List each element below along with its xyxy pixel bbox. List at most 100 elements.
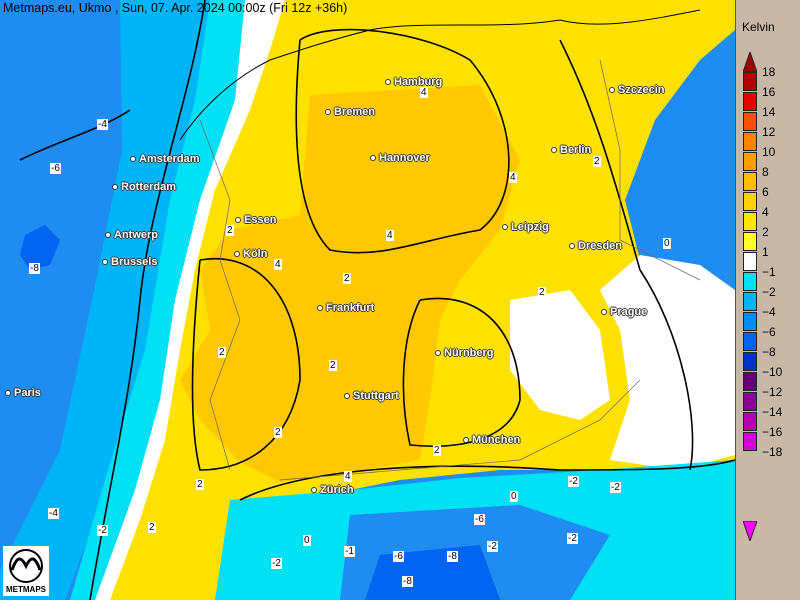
city-dot-icon [609, 87, 615, 94]
city-label: Dresden [569, 240, 622, 252]
city-dot-icon [344, 393, 350, 400]
city-label: Paris [5, 387, 41, 399]
legend-color-box [743, 292, 757, 311]
svg-text:METMAPS: METMAPS [6, 585, 47, 594]
contour-value-label: -8 [402, 576, 413, 587]
contour-value-label: -8 [447, 551, 458, 562]
contour-value-label: -8 [29, 263, 40, 274]
contour-value-label: 2 [538, 287, 546, 298]
city-label: Szczecin [609, 84, 664, 96]
city-dot-icon [311, 487, 317, 494]
legend-tick-label: 12 [762, 125, 776, 139]
city-name: Antwerp [114, 229, 158, 241]
region-blue-light [0, 0, 235, 600]
city-dot-icon [317, 305, 323, 312]
legend-tick-label: 14 [762, 105, 776, 119]
legend-color-box [743, 132, 757, 151]
contour-line [239, 459, 735, 501]
contour-value-label: 4 [344, 471, 352, 482]
legend-color-box [743, 272, 757, 291]
contour-value-label: 4 [386, 230, 394, 241]
city-dot-icon [569, 243, 575, 250]
legend-tick-label: 10 [762, 145, 776, 159]
city-name: Nürnberg [444, 347, 494, 359]
city-name: Prague [610, 306, 648, 318]
borders [199, 59, 701, 481]
contour-line [295, 28, 510, 254]
city-label: Bremen [325, 106, 375, 118]
city-dot-icon [463, 437, 469, 444]
legend-color-box [743, 332, 757, 351]
city-name: Brussels [111, 256, 158, 268]
city-label: Brussels [102, 256, 157, 268]
city-label: Hamburg [385, 76, 442, 88]
city-name: Leipzig [511, 221, 549, 233]
contour-value-label: 2 [148, 522, 156, 533]
contour-value-label: 4 [274, 259, 282, 270]
city-name: Stuttgart [353, 390, 399, 402]
city-name: Essen [244, 214, 277, 226]
contour-value-label: 2 [218, 347, 226, 358]
legend-color-box [743, 352, 757, 371]
contour-value-label: -6 [50, 163, 61, 174]
contour-value-label: -1 [344, 546, 355, 557]
legend-tick-label: 2 [762, 225, 769, 239]
contour-value-label: 2 [343, 273, 351, 284]
legend-arrow-down-icon [743, 521, 757, 541]
legend-color-box [743, 92, 757, 111]
city-label: Berlin [551, 144, 591, 156]
contour-value-label: -2 [97, 525, 108, 536]
contour-value-label: -6 [393, 551, 404, 562]
contour-value-label: 4 [420, 87, 428, 98]
legend-color-box [743, 372, 757, 391]
legend-color-box [743, 232, 757, 251]
legend-tick-label: 8 [762, 165, 769, 179]
city-label: Frankfurt [317, 302, 374, 314]
map-canvas [0, 0, 735, 600]
city-label: Amsterdam [130, 153, 200, 165]
city-name: Rotterdam [121, 181, 177, 193]
city-dot-icon [551, 147, 557, 154]
legend-color-box [743, 252, 757, 271]
city-dot-icon [130, 156, 136, 163]
contour-value-label: -6 [474, 514, 485, 525]
color-legend: Kelvin 18 16 14 12 10 8 6 4 2 1 −1 −2 −4 −6 −8 −10 −12 −1… [736, 0, 800, 600]
legend-tick-label: −10 [762, 365, 783, 379]
contour-value-label: 2 [226, 225, 234, 236]
legend-tick-label: −16 [762, 425, 783, 439]
legend-color-box [743, 392, 757, 411]
contour-value-label: 2 [329, 360, 337, 371]
city-name: Berlin [560, 144, 592, 156]
legend-tick-label: −6 [762, 325, 776, 339]
city-name: München [472, 434, 521, 446]
contour-value-label: -2 [487, 541, 498, 552]
contour-value-label: 0 [303, 535, 311, 546]
legend-tick-label: −2 [762, 285, 776, 299]
contour-value-label: 0 [510, 491, 518, 502]
legend-color-box [743, 152, 757, 171]
city-name: Köln [243, 248, 268, 260]
contour-line [402, 297, 521, 447]
map-title: Metmaps.eu, Ukmo , Sun, 07. Apr. 2024 00… [3, 1, 348, 15]
metmaps-logo: METMAPS [3, 546, 49, 596]
city-label: Essen [235, 214, 276, 226]
legend-tick-label: −18 [762, 445, 783, 459]
contour-line [89, 0, 206, 600]
city-dot-icon [5, 390, 11, 397]
country-border [599, 59, 701, 281]
legend-tick-label: 1 [762, 245, 769, 259]
city-name: Szczecin [618, 84, 665, 96]
city-dot-icon [502, 224, 508, 231]
contour-value-label: 4 [509, 172, 517, 183]
city-label: Hannover [370, 152, 430, 164]
contour-value-label: 0 [663, 238, 671, 249]
legend-tick-label: −1 [762, 265, 776, 279]
contour-value-label: -4 [97, 119, 108, 130]
legend-tick-label: −12 [762, 385, 783, 399]
legend-tick-label: 6 [762, 185, 769, 199]
city-label: Antwerp [105, 229, 158, 241]
legend-arrow-up-icon [743, 52, 757, 72]
contour-line [559, 39, 694, 471]
city-name: Frankfurt [326, 302, 375, 314]
legend-tick-label: −14 [762, 405, 783, 419]
